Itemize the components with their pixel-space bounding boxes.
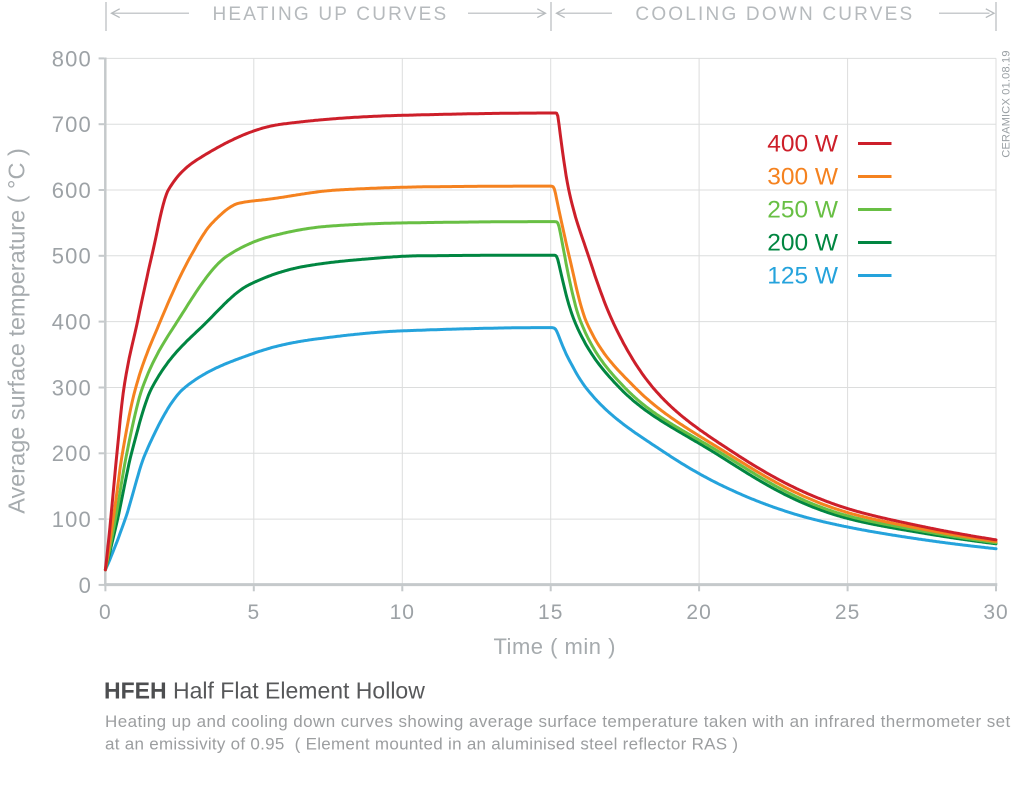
svg-text:20: 20 bbox=[686, 601, 711, 624]
svg-text:300: 300 bbox=[52, 375, 92, 400]
svg-text:0: 0 bbox=[99, 601, 112, 624]
svg-text:10: 10 bbox=[390, 601, 415, 624]
svg-text:700: 700 bbox=[52, 112, 92, 137]
svg-text:800: 800 bbox=[52, 46, 92, 71]
svg-text:HEATING UP CURVES: HEATING UP CURVES bbox=[212, 4, 448, 25]
svg-text:400: 400 bbox=[52, 310, 92, 335]
svg-text:5: 5 bbox=[247, 601, 260, 624]
svg-text:0: 0 bbox=[79, 573, 92, 598]
svg-text:COOLING DOWN CURVES: COOLING DOWN CURVES bbox=[635, 4, 914, 25]
svg-text:HFEH Half Flat Element Hollow: HFEH Half Flat Element Hollow bbox=[104, 678, 425, 704]
svg-text:200: 200 bbox=[52, 441, 92, 466]
svg-text:250 W: 250 W bbox=[767, 197, 839, 224]
svg-text:500: 500 bbox=[52, 244, 92, 269]
svg-text:400 W: 400 W bbox=[767, 131, 839, 158]
svg-text:Average surface temperature (: Average surface temperature ( °C ) bbox=[4, 148, 30, 514]
svg-text:125 W: 125 W bbox=[767, 263, 839, 290]
svg-text:200 W: 200 W bbox=[767, 230, 839, 257]
svg-text:15: 15 bbox=[538, 601, 563, 624]
svg-text:Heating up and cooling down cu: Heating up and cooling down curves showi… bbox=[105, 712, 1011, 731]
svg-text:30: 30 bbox=[983, 601, 1008, 624]
svg-text:300 W: 300 W bbox=[767, 164, 839, 191]
svg-text:600: 600 bbox=[52, 178, 92, 203]
svg-text:Time ( min ): Time ( min ) bbox=[493, 634, 616, 659]
svg-text:at an emissivity of 0.95 ( El: at an emissivity of 0.95 ( Element mount… bbox=[105, 735, 738, 754]
svg-text:25: 25 bbox=[835, 601, 860, 624]
svg-text:CERAMICX 01.08.19: CERAMICX 01.08.19 bbox=[1001, 50, 1013, 157]
svg-text:100: 100 bbox=[52, 507, 92, 532]
